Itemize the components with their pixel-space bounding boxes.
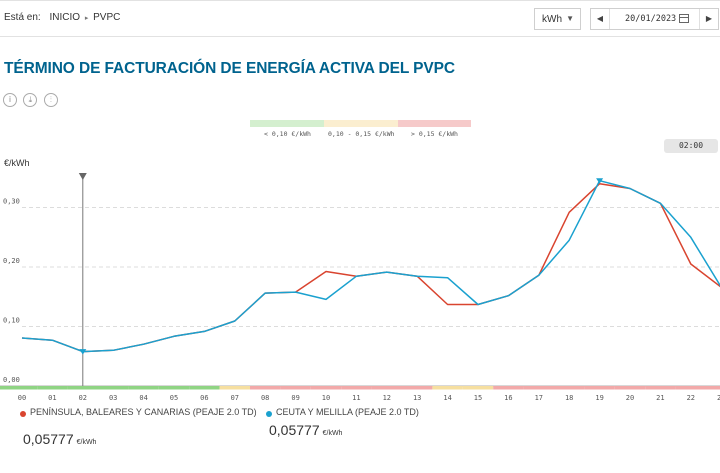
x-tick-label: 18 [565,394,573,402]
unit-select-value: kWh [542,14,562,25]
series-value-peninsula: 0,05777 €/kWh [23,431,97,447]
x-tick-label: 15 [474,394,482,402]
top-bar: Está en: INICIO ▸ PVPC kWh ▼ ◀ 20/01/202… [0,0,720,37]
y-tick-label: 0,10 [3,317,20,325]
x-tick-label: 13 [413,394,421,402]
x-tick-label: 10 [322,394,330,402]
y-axis-label: €/kWh [4,158,30,168]
price-chart[interactable]: 0,00 0,10 0,20 0,30 00 01 02 03 04 05 06 07 08 09 10 11… [0,150,720,405]
price-band-segment [371,386,402,390]
calendar-icon[interactable] [679,14,689,23]
price-band-segment [462,386,494,390]
series-dot-peninsula [20,411,26,417]
legend-label-mid: 0,10 - 0,15 €/kWh [328,130,395,138]
chart-actions: i ⤓ ⫶ [3,89,60,107]
x-tick-label: 05 [170,394,178,402]
x-tick-label: 08 [261,394,269,402]
x-tick-label: 07 [231,394,239,402]
unit-select[interactable]: kWh ▼ [534,8,581,30]
series-name-peninsula: PENÍNSULA, BALEARES Y CANARIAS (PEAJE 2.… [30,407,257,417]
price-band-segment [493,386,524,390]
date-picker[interactable]: ◀ 20/01/2023 ▶ [590,8,719,30]
breadcrumb-lead: Está en: [4,12,41,23]
price-band-segment [432,386,463,390]
price-band-segment [645,386,676,390]
price-band-segment [98,386,129,390]
y-tick-label: 0,20 [3,257,20,265]
price-band-segment [67,386,98,390]
price-band-segment [128,386,159,390]
x-tick-label: 03 [109,394,117,402]
x-tick-label: 12 [383,394,391,402]
x-tick-label: 09 [291,394,299,402]
price-band-segment [310,386,342,390]
data-point-marker [596,178,604,184]
breadcrumb-item-inicio[interactable]: INICIO [49,12,81,23]
legend-label-low: < 0,10 €/kWh [264,130,311,138]
legend-label-high: > 0,15 €/kWh [411,130,458,138]
price-band-segment [280,386,311,390]
date-field[interactable]: 20/01/2023 [625,14,677,24]
price-band-segment [675,386,706,390]
y-tick-label: 0,00 [3,376,20,384]
chart-icon[interactable]: ⫶ [43,93,58,107]
page-title: TÉRMINO DE FACTURACIÓN DE ENERGÍA ACTIVA… [4,60,455,77]
x-tick-label: 11 [352,394,360,402]
price-band-segment [706,386,720,390]
x-tick-label: 22 [687,394,695,402]
x-tick-label: 06 [200,394,208,402]
price-band-segment [250,386,281,390]
data-point-marker [79,349,87,355]
price-band-segment [554,386,585,390]
x-tick-label: 00 [18,394,26,402]
legend-swatch-mid [324,120,398,127]
series-line-ceuta [21,179,720,353]
x-tick-label: 01 [48,394,56,402]
series-value-ceuta: 0,05777 €/kWh [269,422,343,438]
price-band-segment [189,386,220,390]
selected-hour-marker-icon [78,173,87,180]
next-day-button[interactable]: ▶ [699,9,718,29]
price-band-segment [158,386,190,390]
breadcrumb-item-pvpc[interactable]: PVPC [93,12,121,23]
breadcrumb-separator-icon: ▸ [84,15,89,22]
selected-time-badge: 02:00 [664,139,718,153]
legend-swatch-low [250,120,324,127]
x-tick-label: 20 [626,394,634,402]
breadcrumb: Está en: INICIO ▸ PVPC [4,12,120,23]
price-band-segment [402,386,433,390]
price-band-segment [37,386,68,390]
previous-day-button[interactable]: ◀ [591,9,610,29]
x-tick-label: 04 [139,394,147,402]
x-tick-label: 17 [535,394,543,402]
series-dot-ceuta [266,411,272,417]
x-tick-label: 19 [595,394,603,402]
price-band-segment [341,386,372,390]
price-band-segment [584,386,615,390]
price-band-segment [523,386,554,390]
price-band-segment [219,386,250,390]
price-band-segment [0,386,38,390]
legend-swatch-high [398,120,471,127]
price-band-segment [614,386,646,390]
x-tick-label: 21 [656,394,664,402]
x-tick-label: 14 [443,394,451,402]
chevron-down-icon: ▼ [566,14,574,23]
series-line-peninsula [21,182,720,353]
series-name-ceuta: CEUTA Y MELILLA (PEAJE 2.0 TD) [276,407,419,417]
download-icon[interactable]: ⤓ [23,93,38,107]
x-tick-label: 23 [717,394,720,402]
x-tick-label: 02 [79,394,87,402]
x-tick-label: 16 [504,394,512,402]
info-icon[interactable]: i [3,93,17,107]
y-tick-label: 0,30 [3,198,20,206]
